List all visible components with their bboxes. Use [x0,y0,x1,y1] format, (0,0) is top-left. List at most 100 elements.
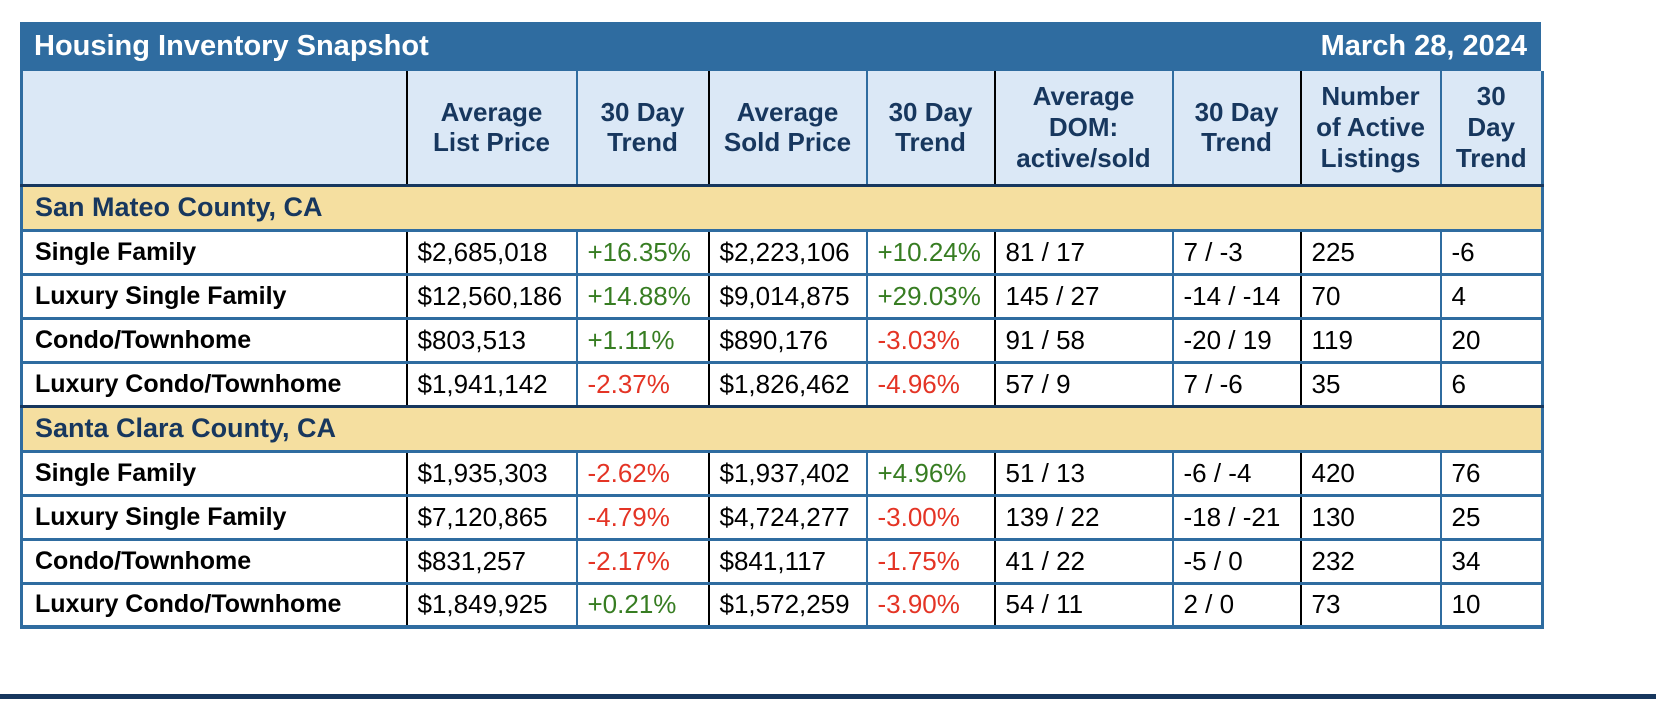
cell-avg-sold-price: $1,572,259 [707,581,867,627]
cell-active-listings: 130 [1299,493,1441,539]
cell-avg-sold-price: $890,176 [707,316,867,362]
cell-sold-price-trend: -3.03% [865,316,995,362]
cell-listings-trend: 76 [1439,449,1543,495]
cell-list-price-trend: -4.79% [575,493,709,539]
cell-sold-price-trend: -3.00% [865,493,995,539]
cell-avg-sold-price: $841,117 [707,537,867,583]
table-row: Luxury Single Family $7,120,865 -4.79% $4,7… [21,493,1543,539]
column-header-avg-dom: Average DOM: active/sold [993,71,1173,185]
table-row: Condo/Townhome $803,513 +1.11% $890,176 -3.0… [21,316,1543,362]
cell-sold-price-trend: +29.03% [865,272,995,318]
cell-sold-price-trend: -3.90% [865,581,995,627]
cell-listings-trend: -6 [1439,228,1543,274]
cell-listings-trend: 6 [1439,360,1543,406]
cell-avg-dom: 145 / 27 [993,272,1173,318]
section-header: Santa Clara County, CA [21,404,1543,451]
cell-dom-trend: -5 / 0 [1171,537,1301,583]
housing-inventory-table: Average List Price 30 Day Trend Average Sold … [20,71,1544,629]
housing-inventory-report: Housing Inventory Snapshot March 28, 202… [20,22,1544,629]
cell-avg-sold-price: $1,937,402 [707,449,867,495]
cell-active-listings: 420 [1299,449,1441,495]
row-label: Condo/Townhome [21,537,407,583]
cell-dom-trend: -6 / -4 [1171,449,1301,495]
column-header-sold-price-trend: 30 Day Trend [865,71,995,185]
column-header-avg-list-price: Average List Price [405,71,577,185]
column-header-avg-sold-price: Average Sold Price [707,71,867,185]
cell-list-price-trend: +0.21% [575,581,709,627]
column-header-dom-trend: 30 Day Trend [1171,71,1301,185]
column-header-active-listings: Number of Active Listings [1299,71,1441,185]
cell-list-price-trend: -2.17% [575,537,709,583]
table-row: Luxury Condo/Townhome $1,849,925 +0.21% $1,… [21,581,1543,627]
row-label: Luxury Single Family [21,493,407,539]
cell-dom-trend: -20 / 19 [1171,316,1301,362]
section-row: Santa Clara County, CA [21,404,1543,451]
cell-list-price-trend: -2.37% [575,360,709,406]
cell-avg-sold-price: $4,724,277 [707,493,867,539]
cell-avg-list-price: $12,560,186 [405,272,577,318]
cell-avg-list-price: $1,935,303 [405,449,577,495]
cell-avg-list-price: $1,849,925 [405,581,577,627]
cell-list-price-trend: +14.88% [575,272,709,318]
section-row: San Mateo County, CA [21,183,1543,230]
cell-listings-trend: 34 [1439,537,1543,583]
table-body: San Mateo County, CA Single Family $2,685,… [21,183,1543,627]
row-label: Luxury Condo/Townhome [21,360,407,406]
column-header-list-price-trend: 30 Day Trend [575,71,709,185]
table-row: Condo/Townhome $831,257 -2.17% $841,117 -1.7… [21,537,1543,583]
cell-avg-list-price: $803,513 [405,316,577,362]
cell-active-listings: 232 [1299,537,1441,583]
cell-dom-trend: -14 / -14 [1171,272,1301,318]
column-header-row: Average List Price 30 Day Trend Average Sold … [21,71,1543,185]
cell-avg-sold-price: $1,826,462 [707,360,867,406]
cell-avg-list-price: $2,685,018 [405,228,577,274]
cell-list-price-trend: -2.62% [575,449,709,495]
cell-avg-dom: 57 / 9 [993,360,1173,406]
row-label: Condo/Townhome [21,316,407,362]
report-date: March 28, 2024 [1320,30,1527,62]
cell-active-listings: 73 [1299,581,1441,627]
cell-sold-price-trend: -1.75% [865,537,995,583]
cell-listings-trend: 25 [1439,493,1543,539]
table-row: Single Family $1,935,303 -2.62% $1,937,402 +… [21,449,1543,495]
cell-sold-price-trend: +4.96% [865,449,995,495]
cell-avg-dom: 41 / 22 [993,537,1173,583]
cell-avg-dom: 51 / 13 [993,449,1173,495]
table-row: Luxury Single Family $12,560,186 +14.88% $9… [21,272,1543,318]
cell-list-price-trend: +16.35% [575,228,709,274]
cell-avg-sold-price: $9,014,875 [707,272,867,318]
cell-avg-sold-price: $2,223,106 [707,228,867,274]
table-row: Single Family $2,685,018 +16.35% $2,223,106… [21,228,1543,274]
section-header: San Mateo County, CA [21,183,1543,230]
cell-dom-trend: 2 / 0 [1171,581,1301,627]
cell-active-listings: 119 [1299,316,1441,362]
row-label: Luxury Condo/Townhome [21,581,407,627]
cell-sold-price-trend: +10.24% [865,228,995,274]
cell-active-listings: 70 [1299,272,1441,318]
cell-avg-list-price: $831,257 [405,537,577,583]
row-label: Single Family [21,449,407,495]
cell-list-price-trend: +1.11% [575,316,709,362]
cell-sold-price-trend: -4.96% [865,360,995,406]
cell-avg-dom: 81 / 17 [993,228,1173,274]
cell-listings-trend: 4 [1439,272,1543,318]
row-label: Luxury Single Family [21,272,407,318]
cell-active-listings: 35 [1299,360,1441,406]
bottom-divider [0,694,1656,699]
cell-avg-list-price: $1,941,142 [405,360,577,406]
cell-listings-trend: 10 [1439,581,1543,627]
row-label: Single Family [21,228,407,274]
cell-dom-trend: -18 / -21 [1171,493,1301,539]
cell-avg-dom: 54 / 11 [993,581,1173,627]
table-header: Average List Price 30 Day Trend Average Sold … [21,71,1543,185]
cell-dom-trend: 7 / -3 [1171,228,1301,274]
column-header-blank [21,71,407,185]
page-title: Housing Inventory Snapshot [34,30,429,62]
cell-avg-dom: 139 / 22 [993,493,1173,539]
cell-listings-trend: 20 [1439,316,1543,362]
cell-active-listings: 225 [1299,228,1441,274]
column-header-listings-trend: 30 Day Trend [1439,71,1543,185]
cell-avg-dom: 91 / 58 [993,316,1173,362]
cell-avg-list-price: $7,120,865 [405,493,577,539]
title-bar: Housing Inventory Snapshot March 28, 202… [20,22,1541,71]
